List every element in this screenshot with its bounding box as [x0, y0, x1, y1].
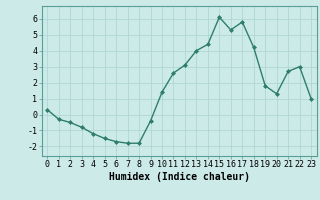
X-axis label: Humidex (Indice chaleur): Humidex (Indice chaleur) [109, 172, 250, 182]
